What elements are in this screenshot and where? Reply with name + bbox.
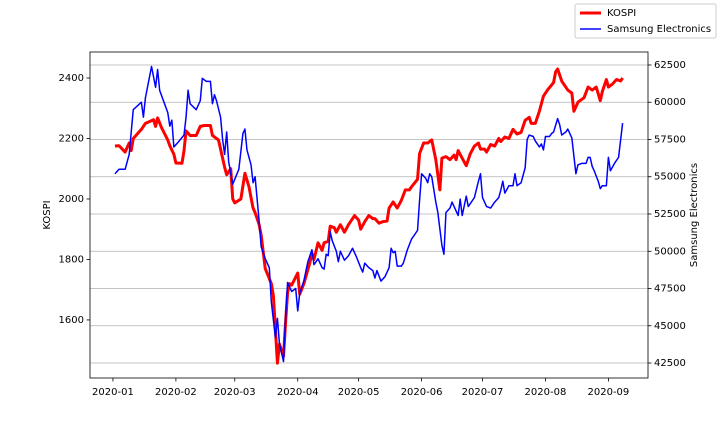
legend-label: Samsung Electronics [607,24,711,35]
y-axis-label: KOSPI [42,200,53,229]
x-tick-label: 2020-02 [155,387,197,398]
x-tick-label: 2020-01 [92,387,134,398]
legend-box [574,3,717,39]
y2-tick-label: 52500 [654,209,686,220]
y2-tick-label: 60000 [654,97,686,108]
y2-tick-label: 55000 [654,172,686,183]
y-tick-label: 1800 [59,254,84,265]
y2-tick-label: 47500 [654,284,686,295]
line-series [114,67,624,365]
legend [574,3,717,39]
y2-axis-label: Samsung Electronics [689,163,700,267]
x-tick-label: 2020-05 [338,387,380,398]
y-tick-label: 2400 [59,73,84,84]
line-series [114,65,624,363]
x-tick-label: 2020-07 [462,387,504,398]
x-tick-label: 2020-09 [588,387,630,398]
x-tick-label: 2020-08 [525,387,567,398]
y-tick-label: 2000 [59,194,84,205]
x-tick-label: 2020-06 [401,387,443,398]
legend-label: KOSPI [607,8,636,19]
y2-tick-label: 42500 [654,358,686,369]
y2-tick-label: 62500 [654,60,686,71]
plot-frame [89,51,649,379]
y-tick-label: 2200 [59,133,84,144]
y2-tick-label: 57500 [654,134,686,145]
x-tick-label: 2020-03 [214,387,256,398]
y2-tick-label: 45000 [654,321,686,332]
x-tick-label: 2020-04 [277,387,319,398]
y-tick-label: 1600 [59,315,84,326]
y2-tick-label: 50000 [654,246,686,257]
